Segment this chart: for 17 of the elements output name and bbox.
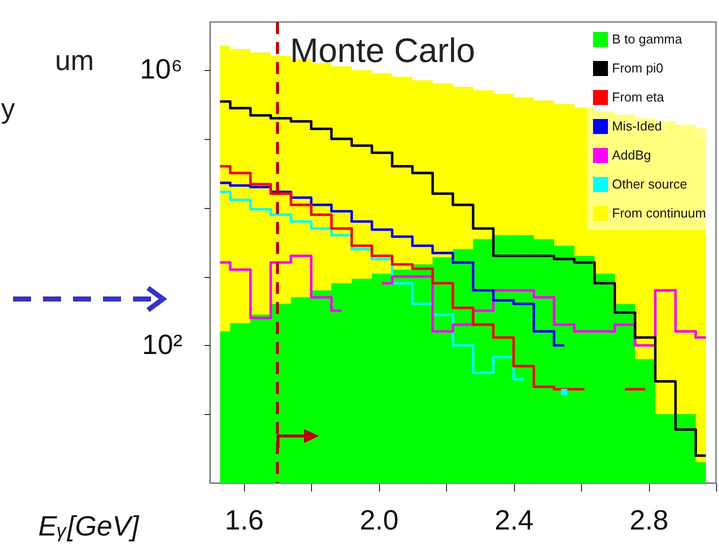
legend-label: AddBg [612, 148, 652, 162]
x-tick-label: 2.8 [630, 504, 668, 536]
x-axis-title: Eᵧ[GeV] [38, 510, 140, 542]
annotation: Monte Carlo [290, 32, 476, 70]
legend-label: Other source [612, 176, 688, 192]
y-tick-label: 10⁶ [140, 54, 182, 85]
legend-label: From continuum [612, 206, 706, 220]
text: y [1, 93, 15, 124]
legend-label: Mis-Ided [612, 118, 662, 134]
x-tick-label: 2.0 [360, 504, 399, 536]
x-tick-label: 2.4 [494, 504, 534, 536]
text: um [55, 45, 94, 76]
legend-label: From eta [612, 90, 665, 104]
y-tick-label: 10² [142, 328, 182, 360]
legend-label: B to gamma [612, 32, 683, 46]
x-tick-label: 1.6 [224, 504, 264, 536]
legend-label: From pi0 [612, 60, 664, 76]
